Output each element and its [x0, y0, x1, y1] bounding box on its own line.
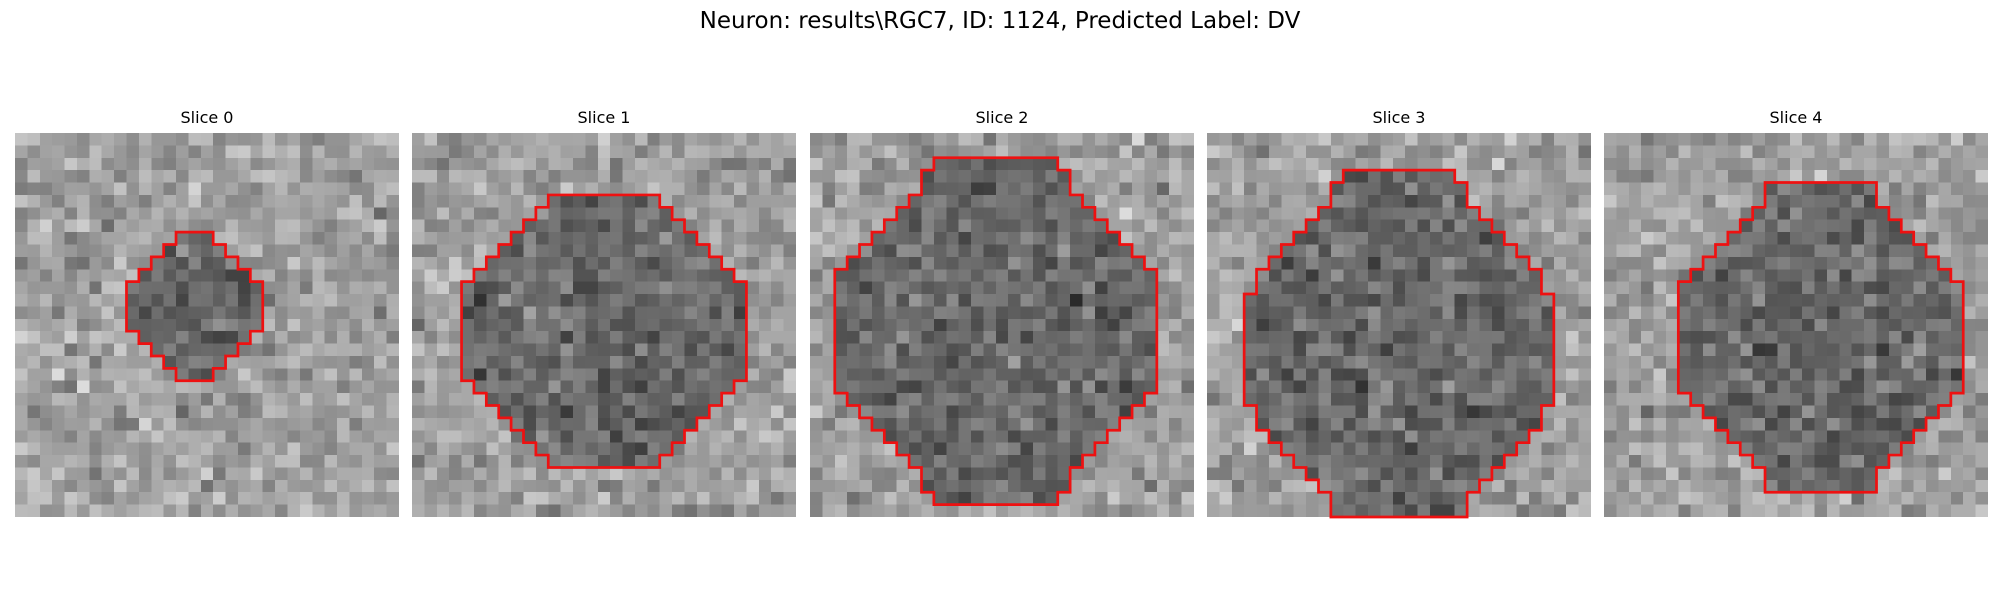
roi-contour: [125, 230, 265, 383]
roi-contour: [833, 156, 1159, 506]
slice-image: [810, 133, 1194, 517]
roi-contour-layer: [460, 193, 748, 469]
slice-title: Slice 2: [975, 108, 1029, 127]
slice-image: [412, 133, 796, 517]
roi-contour-layer: [833, 156, 1159, 506]
slice-panel: Slice 2: [810, 108, 1194, 517]
roi-contour: [1676, 181, 1965, 494]
slice-title: Slice 3: [1372, 108, 1426, 127]
roi-contour-layer: [1242, 168, 1556, 519]
slice-title: Slice 0: [180, 108, 234, 127]
roi-contour-layer: [1676, 181, 1965, 494]
slice-title: Slice 1: [577, 108, 631, 127]
slice-image: [15, 133, 399, 517]
roi-contour: [460, 193, 748, 469]
slice-title: Slice 4: [1769, 108, 1823, 127]
roi-contour-layer: [125, 230, 265, 383]
slice-panel: Slice 4: [1604, 108, 1988, 517]
roi-contour: [1242, 168, 1556, 519]
figure-title: Neuron: results\RGC7, ID: 1124, Predicte…: [699, 8, 1301, 34]
slice-panel: Slice 0: [15, 108, 399, 517]
slice-image: [1604, 133, 1988, 517]
slice-image: [1207, 133, 1591, 517]
slice-panel: Slice 3: [1207, 108, 1591, 519]
slice-panel: Slice 1: [412, 108, 796, 517]
